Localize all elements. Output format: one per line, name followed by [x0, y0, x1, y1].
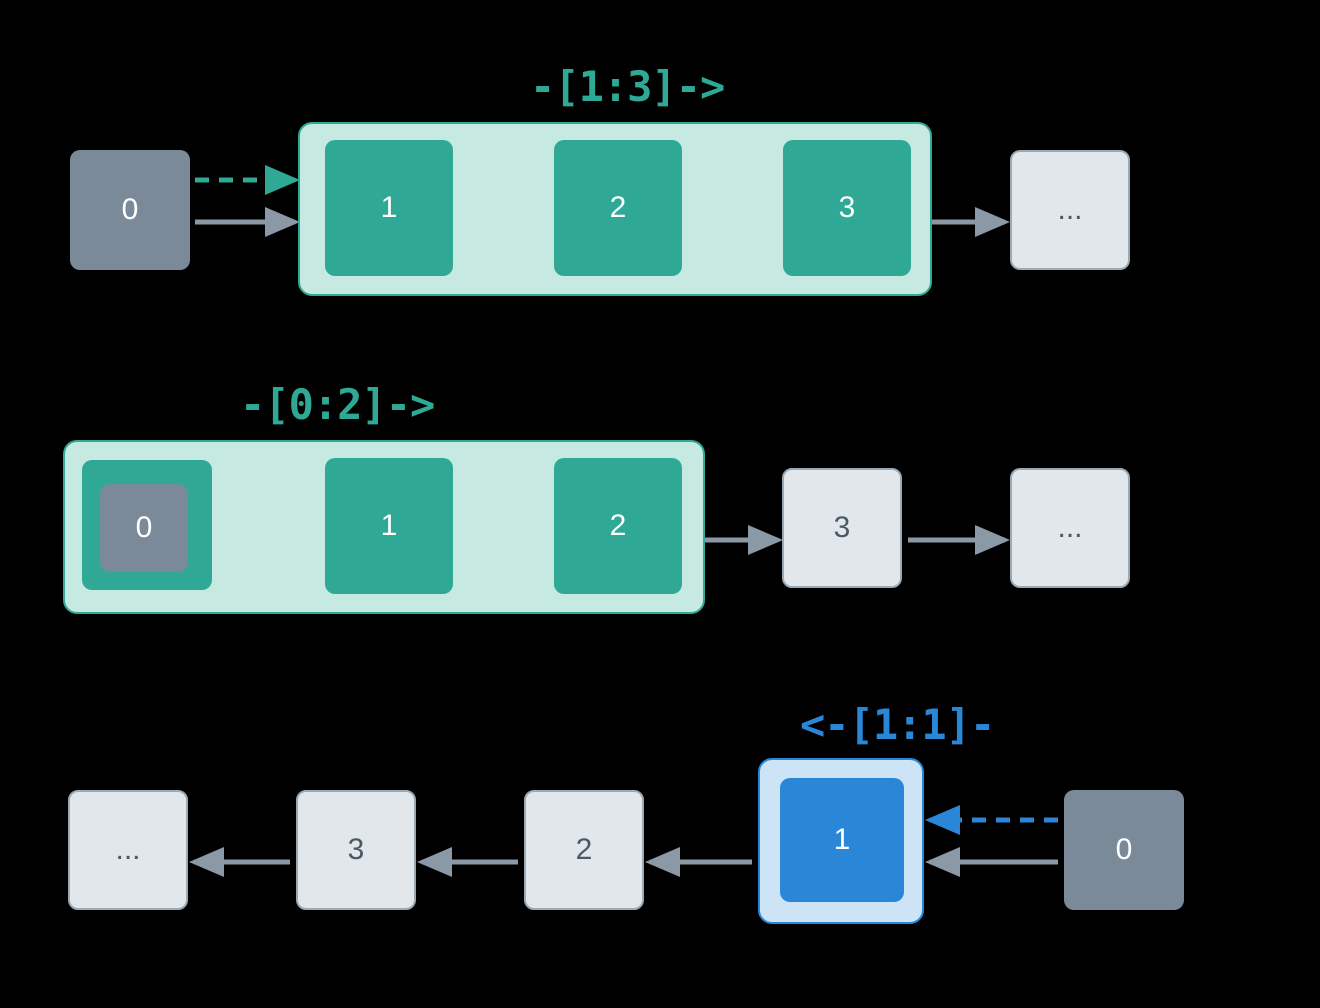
row1-box-1: 1 — [325, 140, 453, 276]
box-label: 3 — [839, 191, 856, 225]
row2-box-3: 3 — [782, 468, 902, 588]
row1-box-4: ... — [1010, 150, 1130, 270]
row2-box-4: ... — [1010, 468, 1130, 588]
row2-box-1: 1 — [325, 458, 453, 594]
box-label: 0 — [1116, 833, 1133, 867]
box-label: 2 — [610, 191, 627, 225]
row3-box-3: 1 — [780, 778, 904, 902]
row2-label: -[0:2]-> — [240, 380, 434, 429]
box-label: 1 — [381, 191, 398, 225]
row1-box-3: 3 — [783, 140, 911, 276]
box-label: 0 — [136, 511, 153, 545]
row1-box-2: 2 — [554, 140, 682, 276]
box-label: 1 — [834, 823, 851, 857]
row2-box-0: 0 — [100, 484, 188, 572]
row3-box-2: 2 — [524, 790, 644, 910]
row3-box-4: 0 — [1064, 790, 1184, 910]
box-label: 0 — [122, 193, 139, 227]
box-label: ... — [115, 833, 140, 867]
box-label: 3 — [834, 511, 851, 545]
box-label: 2 — [576, 833, 593, 867]
row3-box-0: ... — [68, 790, 188, 910]
box-label: ... — [1057, 511, 1082, 545]
box-label: 2 — [610, 509, 627, 543]
box-label: ... — [1057, 193, 1082, 227]
row3-box-1: 3 — [296, 790, 416, 910]
box-label: 1 — [381, 509, 398, 543]
row2-box-2: 2 — [554, 458, 682, 594]
row3-label: <-[1:1]- — [800, 700, 994, 749]
row1-label: -[1:3]-> — [530, 62, 724, 111]
row1-box-0: 0 — [70, 150, 190, 270]
box-label: 3 — [348, 833, 365, 867]
